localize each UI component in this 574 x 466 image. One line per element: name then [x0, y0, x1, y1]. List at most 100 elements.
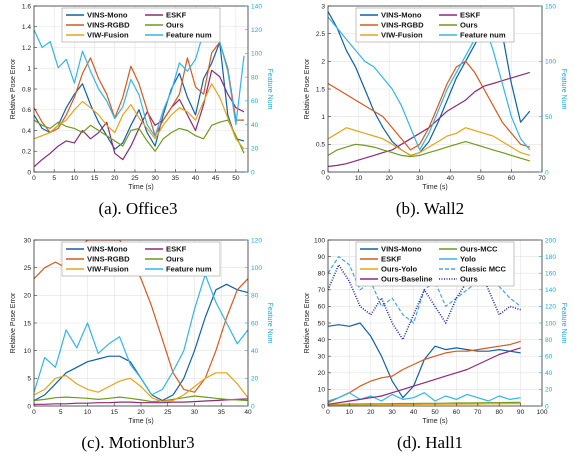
- x-tick-label: 30: [416, 175, 424, 182]
- y-axis-label: Relative Pose Error: [304, 58, 311, 119]
- y-axis-label: Relative Pose Error: [10, 292, 17, 353]
- legend-label: VINS-Mono: [381, 11, 422, 20]
- y2-tick-label: 180: [545, 254, 556, 261]
- legend-label: ESKF: [460, 11, 481, 20]
- y-tick-label: 0.2: [22, 149, 31, 156]
- y2-tick-label: 40: [545, 370, 553, 377]
- y2-tick-label: 140: [545, 287, 556, 294]
- y2-tick-label: 40: [251, 122, 259, 129]
- series-line-eskf: [328, 340, 521, 404]
- y-tick-label: 0.4: [22, 128, 31, 135]
- y2-tick-label: 60: [251, 320, 259, 327]
- y2-tick-label: 80: [545, 337, 553, 344]
- x-tick-label: 70: [538, 175, 546, 182]
- y2-tick-label: 0: [545, 169, 549, 176]
- x-tick-label: 0: [326, 175, 330, 182]
- y2-tick-label: 60: [545, 354, 553, 361]
- x-tick-label: 60: [453, 409, 461, 416]
- y-tick-label: 0: [27, 169, 31, 176]
- x-tick-label: 15: [91, 175, 99, 182]
- y2-tick-label: 0: [545, 403, 549, 410]
- x-tick-label: 25: [164, 409, 172, 416]
- series-line-ours-baseline: [328, 347, 521, 405]
- y2-tick-label: 100: [251, 51, 262, 58]
- legend-label: Ours: [460, 21, 478, 30]
- x-tick-label: 30: [151, 175, 159, 182]
- y-tick-label: 30: [24, 237, 32, 244]
- x-tick-label: 30: [191, 409, 199, 416]
- y-tick-label: 0: [321, 403, 325, 410]
- y2-tick-label: 100: [545, 59, 556, 66]
- panel-caption: (a). Office3: [99, 199, 178, 218]
- y-tick-label: 0: [321, 169, 325, 176]
- y2-tick-label: 20: [545, 387, 553, 394]
- y-tick-label: 20: [318, 370, 326, 377]
- legend-label: Classic MCC: [460, 265, 507, 274]
- series-line-ours: [328, 141, 530, 162]
- y-tick-label: 60: [318, 304, 326, 311]
- y2-tick-label: 20: [251, 376, 259, 383]
- legend-label: VINS-Mono: [381, 245, 422, 254]
- y-tick-label: 30: [318, 354, 326, 361]
- x-tick-label: 35: [218, 409, 226, 416]
- y-axis-label: Relative Pose Error: [304, 292, 311, 353]
- x-tick-label: 5: [59, 409, 63, 416]
- y2-tick-label: 0: [251, 403, 255, 410]
- y-tick-label: 1: [27, 66, 31, 73]
- y-tick-label: 15: [24, 320, 32, 327]
- legend-label: VIW-Fusion: [87, 265, 129, 274]
- y2-tick-label: 100: [251, 265, 262, 272]
- legend: VINS-Mono ESKF VINS-RGBD Ours VIW-Fusion Feat…: [355, 7, 515, 43]
- x-tick-label: 50: [477, 175, 485, 182]
- x-tick-label: 35: [172, 175, 180, 182]
- y2-tick-label: 150: [545, 3, 556, 10]
- x-tick-label: 70: [474, 409, 482, 416]
- y2-tick-label: 200: [545, 237, 556, 244]
- y-axis-label: Relative Pose Error: [10, 58, 17, 119]
- y-tick-label: 10: [24, 348, 32, 355]
- legend-label: Yolo: [460, 255, 476, 264]
- x-tick-label: 40: [244, 409, 252, 416]
- x-tick-label: 40: [192, 175, 200, 182]
- panel-caption: (d). Hall1: [397, 433, 463, 452]
- x-axis-label: Time (s): [128, 418, 153, 425]
- x-tick-label: 60: [508, 175, 516, 182]
- y2-tick-label: 0: [251, 169, 255, 176]
- series-line-eskf: [34, 398, 248, 405]
- y-tick-label: 0.8: [22, 86, 31, 93]
- x-tick-label: 15: [111, 409, 119, 416]
- legend-label: Ours-MCC: [460, 245, 498, 254]
- x-tick-label: 10: [71, 175, 79, 182]
- y2-tick-label: 120: [251, 27, 262, 34]
- y2-axis-label: Feature Num: [560, 69, 567, 110]
- series-line-ours: [34, 119, 245, 154]
- legend-box: [355, 7, 515, 43]
- y2-tick-label: 120: [545, 304, 556, 311]
- x-tick-label: 0: [32, 175, 36, 182]
- legend-label: ESKF: [166, 245, 187, 254]
- x-axis-label: Time (s): [422, 184, 447, 191]
- y-tick-label: 40: [318, 337, 326, 344]
- y2-tick-label: 80: [251, 74, 259, 81]
- y-tick-label: 10: [318, 387, 326, 394]
- legend-label: VINS-Mono: [87, 245, 128, 254]
- legend-label: Ours: [460, 275, 478, 284]
- y-tick-label: 90: [318, 254, 326, 261]
- series-line-feature-num: [34, 274, 248, 396]
- y-tick-label: 1.5: [316, 86, 325, 93]
- x-tick-label: 5: [52, 175, 56, 182]
- series-line-ours-yolo: [328, 403, 521, 406]
- y-tick-label: 0.6: [22, 107, 31, 114]
- y2-tick-label: 20: [251, 146, 259, 153]
- y-tick-label: 0.5: [316, 142, 325, 149]
- x-tick-label: 45: [212, 175, 220, 182]
- y-tick-label: 1.4: [22, 24, 31, 31]
- x-axis-label: Time (s): [422, 418, 447, 425]
- series-line-feature-num: [328, 16, 531, 151]
- series-line-vins-rgbd: [34, 41, 244, 137]
- x-tick-label: 20: [111, 175, 119, 182]
- y2-tick-label: 120: [251, 237, 262, 244]
- y2-tick-label: 140: [251, 3, 262, 10]
- panel-caption: (c). Motionblur3: [81, 433, 194, 452]
